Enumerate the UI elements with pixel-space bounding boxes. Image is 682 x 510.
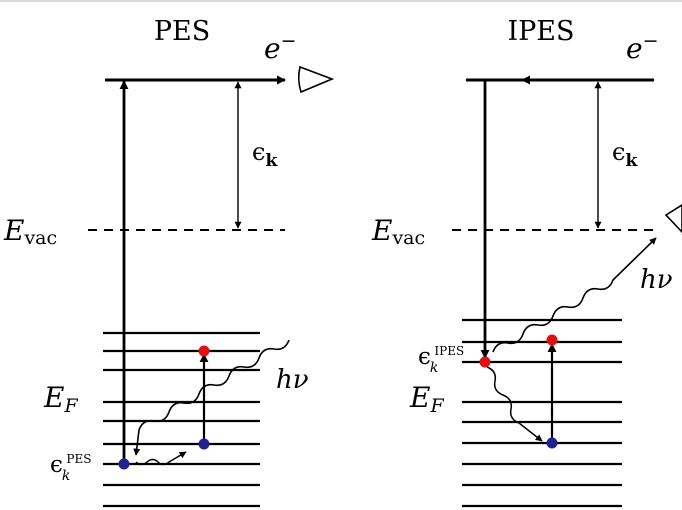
- pes-excited-state-dot: [198, 345, 210, 357]
- ipes-title: IPES: [507, 16, 574, 47]
- ipes-excited-state-dot: [546, 334, 558, 346]
- ipes-decay-wave: [486, 366, 543, 442]
- pes-photon-wave: [133, 339, 290, 456]
- top-border: [0, 0, 682, 2]
- pes-initial-state-dot: [118, 458, 130, 470]
- ipes-detector-eye-icon: [664, 204, 682, 234]
- ipes-evac-label: Evac: [371, 214, 425, 249]
- ipes-state-label: ϵkIPES: [418, 344, 464, 376]
- ipes-lower-state-dot: [546, 437, 558, 449]
- pes-state-label: ϵkPES: [50, 452, 91, 484]
- pes-secondary-wave: [135, 451, 187, 466]
- ipes-panel: IPES e− ϵk Evac EF: [371, 16, 682, 508]
- pes-photon-label: hν: [276, 365, 309, 395]
- pes-fermi-label: EF: [43, 381, 78, 417]
- ipes-photon-label: hν: [640, 265, 673, 295]
- pes-evac-label: Evac: [3, 214, 57, 249]
- ipes-photon-wave: [492, 237, 657, 353]
- pes-hole-dot: [198, 438, 210, 450]
- ipes-final-state-dot: [479, 356, 491, 368]
- pes-kinetic-energy-label: ϵk: [252, 138, 278, 171]
- ipes-kinetic-energy-label: ϵk: [612, 138, 638, 171]
- pes-electron-label: e−: [264, 30, 297, 65]
- pes-panel: PES e− ϵk Evac EF: [3, 16, 335, 508]
- ipes-electron-label: e−: [626, 30, 659, 65]
- pes-detector-eye-icon: [297, 65, 335, 94]
- pes-energy-levels: [103, 331, 260, 508]
- pes-title: PES: [154, 16, 210, 47]
- ipes-fermi-label: EF: [409, 381, 444, 417]
